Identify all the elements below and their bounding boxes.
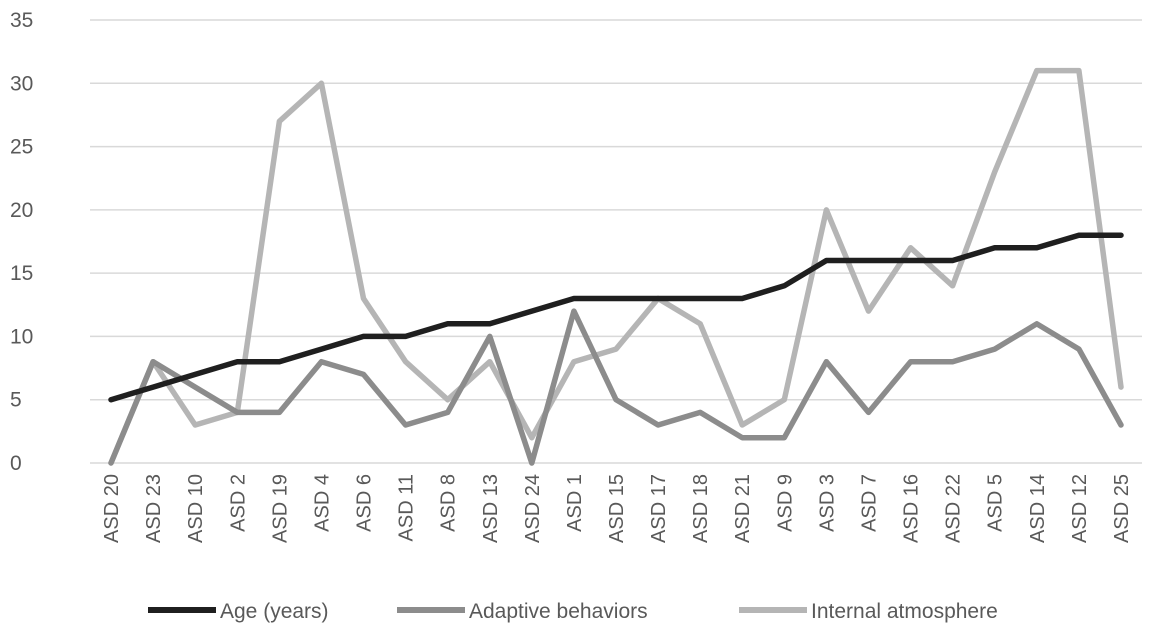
y-tick-label: 15 — [10, 262, 33, 285]
series-line-1 — [108, 232, 1124, 403]
x-tick-label: ASD 17 — [648, 474, 670, 543]
x-tick-label: ASD 23 — [143, 474, 165, 543]
x-tick-label: ASD 22 — [943, 474, 965, 543]
x-tick-label: ASD 11 — [396, 474, 418, 541]
x-tick-label: ASD 2 — [227, 474, 249, 532]
y-tick-label: 25 — [10, 136, 33, 159]
y-tick-label: 5 — [10, 389, 22, 412]
x-tick-label: ASD 25 — [1111, 474, 1133, 543]
x-tick-label: ASD 12 — [1069, 474, 1091, 543]
legend: Age (years) Adaptive behaviors Internal at… — [148, 600, 998, 623]
x-tick-label: ASD 24 — [522, 474, 544, 543]
x-tick-label: ASD 20 — [101, 474, 123, 543]
y-axis-ticks: 0 5 10 15 20 25 30 35 — [10, 9, 33, 475]
x-tick-label: ASD 15 — [606, 474, 628, 543]
x-tick-label: ASD 14 — [1027, 474, 1049, 543]
y-tick-label: 0 — [10, 452, 22, 475]
legend-label: Age (years) — [220, 600, 329, 623]
x-tick-label: ASD 7 — [858, 474, 880, 532]
x-tick-label: ASD 10 — [185, 474, 207, 543]
legend-label: Internal atmosphere — [811, 600, 998, 623]
y-tick-label: 35 — [10, 9, 33, 32]
x-tick-label: ASD 18 — [690, 474, 712, 543]
y-tick-label: 10 — [10, 325, 33, 348]
series-line-2 — [108, 308, 1124, 466]
x-tick-label: ASD 8 — [438, 474, 460, 532]
x-tick-label: ASD 16 — [901, 474, 923, 543]
x-tick-label: ASD 5 — [985, 474, 1007, 532]
x-tick-label: ASD 1 — [564, 474, 586, 532]
x-tick-label: ASD 9 — [774, 474, 796, 532]
x-tick-label: ASD 21 — [732, 474, 754, 543]
x-tick-label: ASD 4 — [311, 474, 333, 532]
legend-label: Adaptive behaviors — [469, 600, 648, 623]
y-tick-label: 20 — [10, 199, 33, 222]
x-tick-label: ASD 13 — [480, 474, 502, 543]
x-tick-label: ASD 3 — [816, 474, 838, 532]
y-tick-label: 30 — [10, 72, 33, 95]
x-axis-ticks: ASD 20 ASD 23 ASD 10 ASD 2 ASD 19 ASD 4 ASD 6 A… — [101, 474, 1133, 543]
x-tick-label: ASD 19 — [269, 474, 291, 543]
series-line-3 — [108, 67, 1124, 466]
x-tick-label: ASD 6 — [354, 474, 376, 532]
series-lines — [108, 67, 1124, 466]
